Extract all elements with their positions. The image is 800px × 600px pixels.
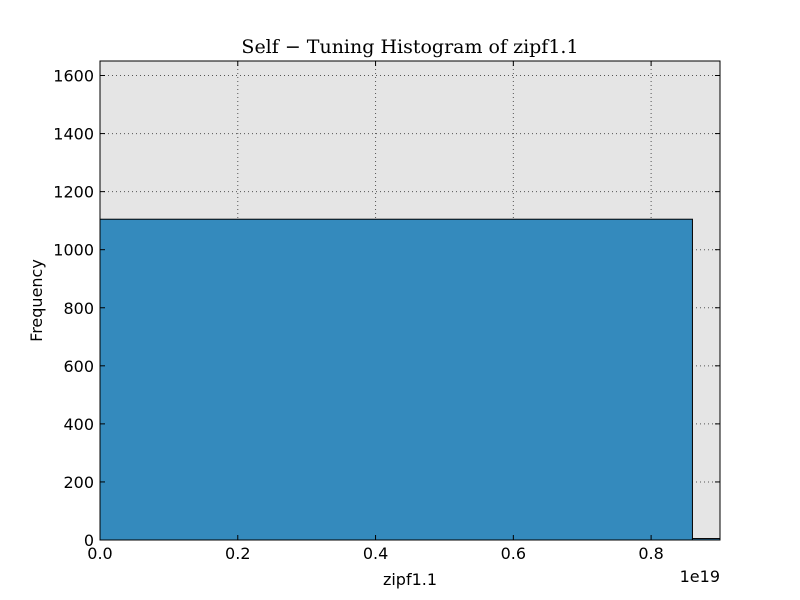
ticks: 0.0 0.2 0.4 0.6 0.8 0 200 400 600 800 1000 1200 1400…	[53, 61, 720, 563]
x-tick-label: 0.4	[363, 544, 388, 563]
x-tick-label: 0.2	[225, 544, 250, 563]
y-tick-label: 400	[63, 415, 94, 434]
y-tick-label: 800	[63, 299, 94, 318]
x-axis-offset-label: 1e19	[680, 567, 720, 586]
y-tick-label: 1600	[53, 67, 94, 86]
y-tick-label: 200	[63, 473, 94, 492]
x-axis-label: zipf1.1	[383, 570, 437, 589]
y-tick-label: 0	[84, 531, 94, 550]
x-tick-label: 0.0	[87, 544, 112, 563]
x-tick-label: 0.8	[638, 544, 663, 563]
x-tick-label: 0.6	[501, 544, 526, 563]
y-axis-label: Frequency	[27, 259, 46, 342]
histogram-bar	[99, 218, 693, 541]
bars	[99, 218, 721, 541]
y-tick-label: 600	[63, 357, 94, 376]
plot-frame	[99, 60, 721, 541]
chart-title: Self − Tuning Histogram of zipf1.1	[241, 36, 578, 58]
y-tick-label: 1400	[53, 125, 94, 144]
y-tick-label: 1000	[53, 241, 94, 260]
y-tick-label: 1200	[53, 183, 94, 202]
